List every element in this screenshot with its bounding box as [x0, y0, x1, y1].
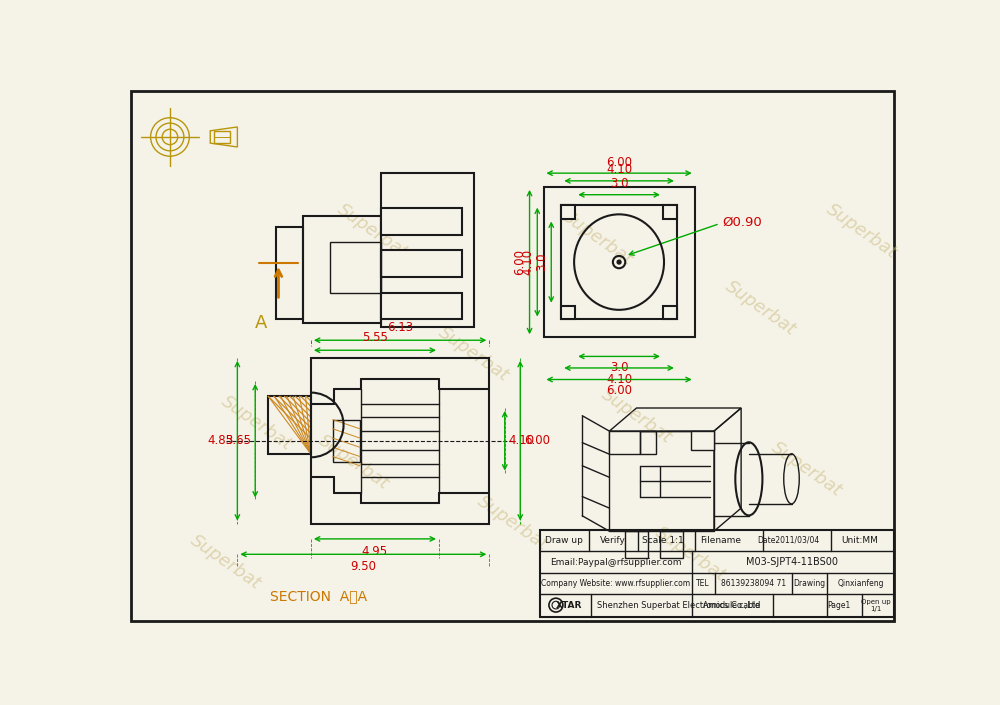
Text: Superbat: Superbat — [652, 523, 729, 585]
Bar — [381, 250, 462, 277]
Text: 3.0: 3.0 — [535, 253, 548, 271]
Text: 3.0: 3.0 — [610, 177, 628, 190]
Text: M03-SJPT4-11BS00: M03-SJPT4-11BS00 — [746, 557, 838, 567]
Text: Superbat: Superbat — [334, 200, 412, 262]
Text: Amodule cable: Amodule cable — [703, 601, 760, 610]
Text: 4.95: 4.95 — [362, 545, 388, 558]
Bar — [625, 531, 648, 558]
Text: Superbat: Superbat — [218, 393, 295, 454]
Bar — [663, 305, 677, 319]
Text: 4.10: 4.10 — [509, 434, 535, 447]
Bar — [609, 431, 640, 454]
Bar — [330, 243, 381, 293]
Text: 4.10: 4.10 — [521, 249, 534, 275]
Text: Scale 1:1: Scale 1:1 — [642, 536, 684, 545]
Bar — [276, 227, 303, 319]
Text: Superbat: Superbat — [315, 431, 392, 493]
Text: 6.00: 6.00 — [606, 384, 632, 397]
Text: Superbat: Superbat — [187, 531, 264, 593]
Bar — [311, 358, 489, 524]
Text: 6.00: 6.00 — [606, 156, 632, 168]
Text: Superbat: Superbat — [435, 323, 512, 385]
Text: Drawing: Drawing — [793, 579, 825, 588]
Text: Superbat: Superbat — [768, 439, 846, 501]
Bar — [214, 131, 230, 143]
Bar — [561, 305, 575, 319]
Text: 4.10: 4.10 — [606, 164, 632, 176]
Bar — [381, 293, 462, 319]
Text: Company Website: www.rfsupplier.com: Company Website: www.rfsupplier.com — [541, 579, 690, 588]
Text: 4.85: 4.85 — [208, 434, 234, 447]
Text: 4.10: 4.10 — [606, 372, 632, 386]
Text: 6.00: 6.00 — [524, 434, 550, 447]
Bar — [561, 204, 677, 319]
Text: Superbat: Superbat — [559, 208, 636, 269]
Bar — [660, 531, 683, 558]
Text: Ø0.90: Ø0.90 — [722, 216, 762, 228]
Text: Superbat: Superbat — [598, 385, 675, 446]
Bar — [268, 396, 311, 454]
Text: 6.13: 6.13 — [387, 321, 413, 334]
Text: Filename: Filename — [700, 536, 741, 545]
Bar — [303, 216, 381, 324]
Bar — [544, 187, 695, 337]
Bar — [561, 204, 575, 219]
Bar — [381, 208, 462, 235]
Text: 5.55: 5.55 — [362, 331, 388, 344]
Bar — [609, 431, 714, 531]
Text: A: A — [254, 314, 267, 332]
Text: Superbat: Superbat — [474, 493, 551, 554]
Text: 3.0: 3.0 — [610, 361, 628, 374]
Text: Qinxianfeng: Qinxianfeng — [837, 579, 884, 588]
Bar — [381, 173, 474, 327]
Text: 86139238094 71: 86139238094 71 — [721, 579, 786, 588]
Text: Unit:MM: Unit:MM — [841, 536, 878, 545]
Text: TEL: TEL — [696, 579, 710, 588]
Text: Shenzhen Superbat Electronics Co.,Ltd: Shenzhen Superbat Electronics Co.,Ltd — [597, 601, 760, 610]
Text: 3.65: 3.65 — [225, 434, 251, 447]
Text: 6.00: 6.00 — [513, 249, 526, 275]
Bar — [333, 419, 360, 462]
Text: Page1: Page1 — [827, 601, 850, 610]
Bar — [640, 431, 656, 454]
Text: Superbat: Superbat — [722, 277, 799, 339]
Text: SECTION  A－A: SECTION A－A — [270, 589, 367, 603]
Bar — [691, 431, 714, 450]
Text: Superbat: Superbat — [823, 200, 900, 262]
Circle shape — [617, 260, 621, 264]
Text: Email:Paypal@rfsupplier.com: Email:Paypal@rfsupplier.com — [550, 558, 681, 567]
Text: Verify: Verify — [600, 536, 626, 545]
Text: XTAR: XTAR — [556, 601, 582, 610]
Bar — [540, 529, 894, 617]
Text: 9.50: 9.50 — [350, 560, 376, 573]
Text: Draw up: Draw up — [545, 536, 583, 545]
Text: Open up
1/1: Open up 1/1 — [861, 599, 891, 612]
Bar — [663, 204, 677, 219]
Text: Date2011/03/04: Date2011/03/04 — [757, 536, 820, 545]
